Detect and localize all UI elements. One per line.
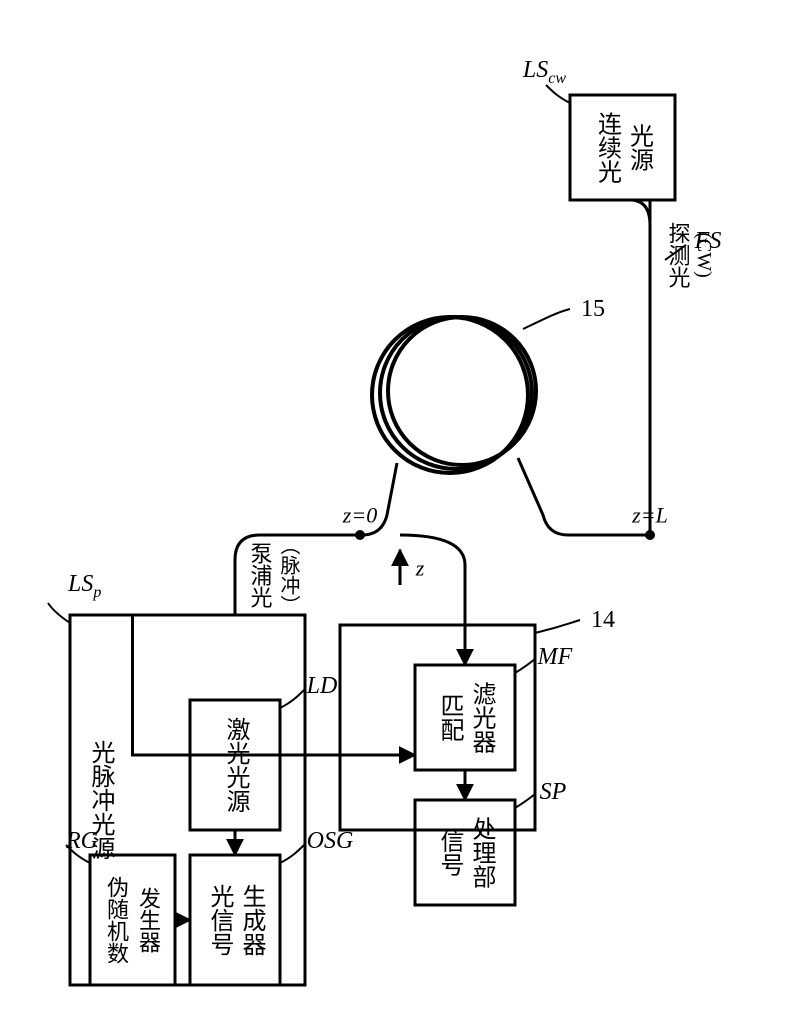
rg-text2: 发生器: [136, 887, 161, 953]
fiber-to-cw: [630, 200, 650, 535]
recv-lead: [535, 620, 580, 633]
osg-text1: 光信号: [206, 884, 234, 956]
z-label: z: [415, 556, 425, 581]
ld-text: 激光光源: [222, 717, 250, 813]
lsp-label: LSp: [67, 571, 101, 601]
rg-box: [90, 855, 175, 985]
rg-label: RG: [65, 828, 98, 854]
coil-label: 15: [581, 296, 605, 322]
mf-text2: 滤光器: [468, 682, 496, 754]
coil-ring: [388, 317, 536, 465]
sp-label: SP: [540, 779, 567, 805]
cw-text1: 连续光: [594, 112, 622, 184]
osg-label: OSG: [307, 828, 354, 854]
lscw-label: LScw: [522, 57, 566, 87]
zl-label: z=L: [631, 503, 668, 528]
cw-text2: 光源: [626, 124, 654, 172]
rg-text1: 伪随机数: [104, 876, 129, 964]
recv-label: 14: [591, 607, 615, 633]
cw-box: [570, 95, 675, 200]
mf-text1: 匹配: [436, 694, 463, 742]
probe-label1: 探测光: [666, 222, 691, 288]
coil-lead: [523, 309, 570, 329]
mf-label: MF: [537, 644, 573, 670]
fiber-right: [518, 458, 650, 535]
sp-text2: 处理部: [468, 817, 496, 889]
sp-text1: 信号: [436, 829, 464, 877]
pump-label1: 泵浦光: [248, 542, 273, 608]
z0-label: z=0: [342, 503, 377, 528]
fiber-to-mf: [400, 535, 465, 665]
osg-text2: 生成器: [238, 884, 266, 956]
pump-label2: （脉冲）: [277, 535, 300, 615]
rg-to-mf: [133, 615, 416, 755]
ld-label: LD: [306, 673, 338, 699]
fs-label: FS: [694, 228, 722, 254]
sp-box: [415, 800, 515, 905]
mf-box: [415, 665, 515, 770]
osg-box: [190, 855, 280, 985]
